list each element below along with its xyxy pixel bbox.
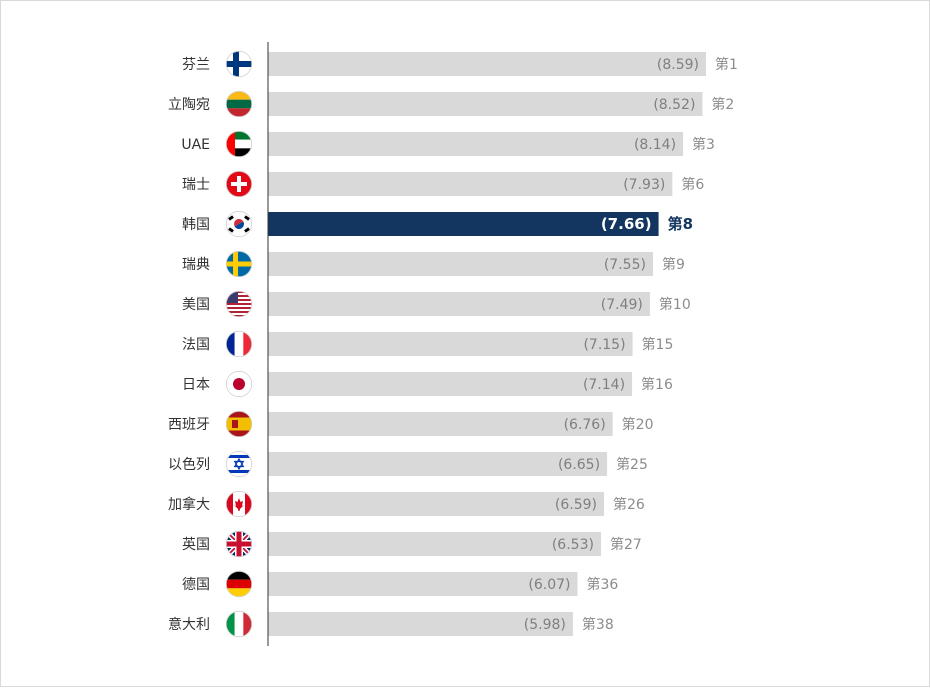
country-label: 以色列 — [168, 456, 210, 473]
canada-flag-icon — [225, 490, 253, 518]
usa-flag-icon — [225, 290, 253, 318]
value-label: (5.98) — [524, 617, 566, 633]
israel-flag-icon — [225, 450, 253, 478]
chart-row: 芬兰 (8.59) 第1 — [182, 50, 738, 78]
rank-label: 第26 — [613, 496, 645, 513]
value-label: (8.52) — [653, 97, 695, 113]
value-label: (7.49) — [601, 297, 643, 313]
rank-label: 第20 — [622, 416, 654, 433]
japan-flag-icon — [225, 370, 253, 398]
rank-label: 第36 — [587, 576, 619, 593]
rank-label: 第8 — [668, 215, 693, 233]
rank-label: 第3 — [692, 136, 715, 153]
italy-flag-icon — [225, 610, 253, 638]
bar — [268, 372, 633, 396]
value-label: (6.53) — [552, 537, 594, 553]
country-label: 美国 — [182, 297, 210, 313]
value-label: (7.93) — [623, 177, 665, 193]
france-flag-icon — [225, 330, 253, 358]
bar — [268, 132, 684, 156]
value-label: (7.14) — [583, 377, 625, 393]
rank-label: 第25 — [616, 456, 648, 473]
bar — [268, 532, 601, 556]
country-label: UAE — [181, 137, 210, 153]
country-label: 韩国 — [182, 217, 210, 233]
chart-row: 西班牙 (6.76) 第20 — [168, 410, 654, 438]
rank-label: 第27 — [610, 536, 642, 553]
chart-row: 法国 (7.15) 第15 — [182, 330, 674, 358]
rank-label: 第1 — [715, 56, 738, 73]
germany-flag-icon — [225, 570, 253, 598]
country-label: 日本 — [182, 377, 210, 393]
chart-row: 瑞士 (7.93) 第6 — [182, 170, 704, 198]
value-label: (7.66) — [601, 215, 652, 233]
country-label: 芬兰 — [182, 57, 210, 73]
bar — [268, 212, 659, 236]
rank-label: 第9 — [662, 256, 685, 273]
country-label: 意大利 — [168, 616, 210, 633]
value-label: (8.59) — [657, 57, 699, 73]
bar — [268, 412, 613, 436]
bar — [268, 572, 578, 596]
value-label: (6.07) — [528, 577, 570, 593]
chart-row: 加拿大 (6.59) 第26 — [168, 490, 645, 518]
bar — [268, 292, 650, 316]
finland-flag-icon — [225, 50, 253, 78]
korea-flag-icon — [225, 210, 253, 238]
chart-row: UAE (8.14) 第3 — [181, 130, 715, 158]
chart-row: 英国 (6.53) 第27 — [182, 530, 642, 558]
country-label: 瑞典 — [182, 257, 210, 273]
rank-label: 第15 — [642, 336, 674, 353]
bar — [268, 612, 573, 636]
value-label: (7.15) — [583, 337, 625, 353]
country-label: 立陶宛 — [168, 97, 210, 113]
bar — [268, 452, 608, 476]
country-label: 德国 — [182, 577, 210, 593]
rank-label: 第10 — [659, 296, 691, 313]
country-label: 法国 — [182, 337, 210, 353]
value-label: (7.55) — [604, 257, 646, 273]
country-label: 西班牙 — [168, 417, 210, 433]
chart-row: 美国 (7.49) 第10 — [182, 290, 691, 318]
bar — [268, 92, 703, 116]
rank-label: 第16 — [641, 376, 673, 393]
lithuania-flag-icon — [225, 90, 253, 118]
value-label: (6.65) — [558, 457, 600, 473]
chart-row: 意大利 (5.98) 第38 — [168, 610, 614, 638]
rank-label: 第38 — [582, 616, 614, 633]
sweden-flag-icon — [225, 250, 253, 278]
country-label: 英国 — [182, 536, 210, 553]
switzerland-flag-icon — [225, 170, 253, 198]
uk-flag-icon — [225, 530, 253, 558]
bar — [268, 252, 653, 276]
chart-row: 德国 (6.07) 第36 — [182, 570, 619, 598]
bar — [268, 332, 633, 356]
country-label: 加拿大 — [168, 496, 210, 513]
bar — [268, 52, 706, 76]
bar — [268, 172, 673, 196]
chart-row: 瑞典 (7.55) 第9 — [182, 250, 685, 278]
value-label: (6.76) — [564, 417, 606, 433]
bar — [268, 492, 605, 516]
rank-label: 第2 — [711, 96, 734, 113]
country-label: 瑞士 — [182, 177, 210, 193]
chart-row: 日本 (7.14) 第16 — [182, 370, 673, 398]
uae-flag-icon — [225, 130, 253, 158]
chart-row: 立陶宛 (8.52) 第2 — [168, 90, 734, 118]
spain-flag-icon — [225, 410, 253, 438]
value-label: (8.14) — [634, 137, 676, 153]
rank-label: 第6 — [681, 176, 704, 193]
chart-row: 以色列 (6.65) 第25 — [168, 450, 648, 478]
value-label: (6.59) — [555, 497, 597, 513]
chart-row: 韩国 (7.66) 第8 — [182, 210, 693, 238]
